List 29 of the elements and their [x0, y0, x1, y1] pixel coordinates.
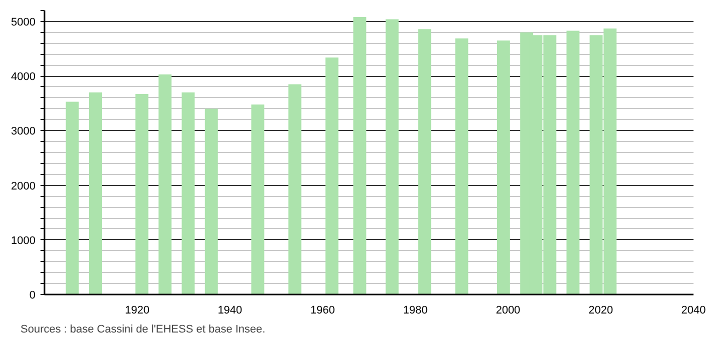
bar [204, 108, 218, 294]
x-tick-label: 1980 [403, 304, 428, 316]
x-tick-label: 1920 [124, 304, 150, 316]
bar [418, 29, 432, 294]
x-tick-label: 2040 [681, 304, 706, 316]
bar [288, 84, 302, 294]
source-note: Sources : base Cassini de l'EHESS et base Insee. [20, 324, 266, 336]
bar [66, 102, 79, 294]
y-tick-label: 1000 [11, 234, 36, 247]
y-tick-label: 0 [29, 290, 36, 302]
bar [89, 92, 102, 294]
y-tick-label: 2000 [11, 180, 36, 192]
bar [353, 17, 366, 294]
bar [566, 30, 580, 294]
bar [251, 104, 264, 294]
x-tick-label: 1960 [310, 304, 335, 316]
x-tick-label: 2000 [496, 304, 520, 316]
bar [325, 57, 338, 294]
bar [158, 74, 172, 294]
bar [455, 38, 468, 294]
x-tick-label: 2020 [588, 304, 614, 316]
x-tick-label: 1940 [218, 304, 242, 316]
bar [496, 40, 510, 294]
y-tick-label: 5000 [11, 16, 36, 28]
bar [386, 19, 399, 294]
bar [135, 94, 148, 294]
y-tick-label: 4000 [11, 71, 36, 84]
bar [182, 92, 195, 294]
y-tick-label: 3000 [11, 126, 36, 138]
